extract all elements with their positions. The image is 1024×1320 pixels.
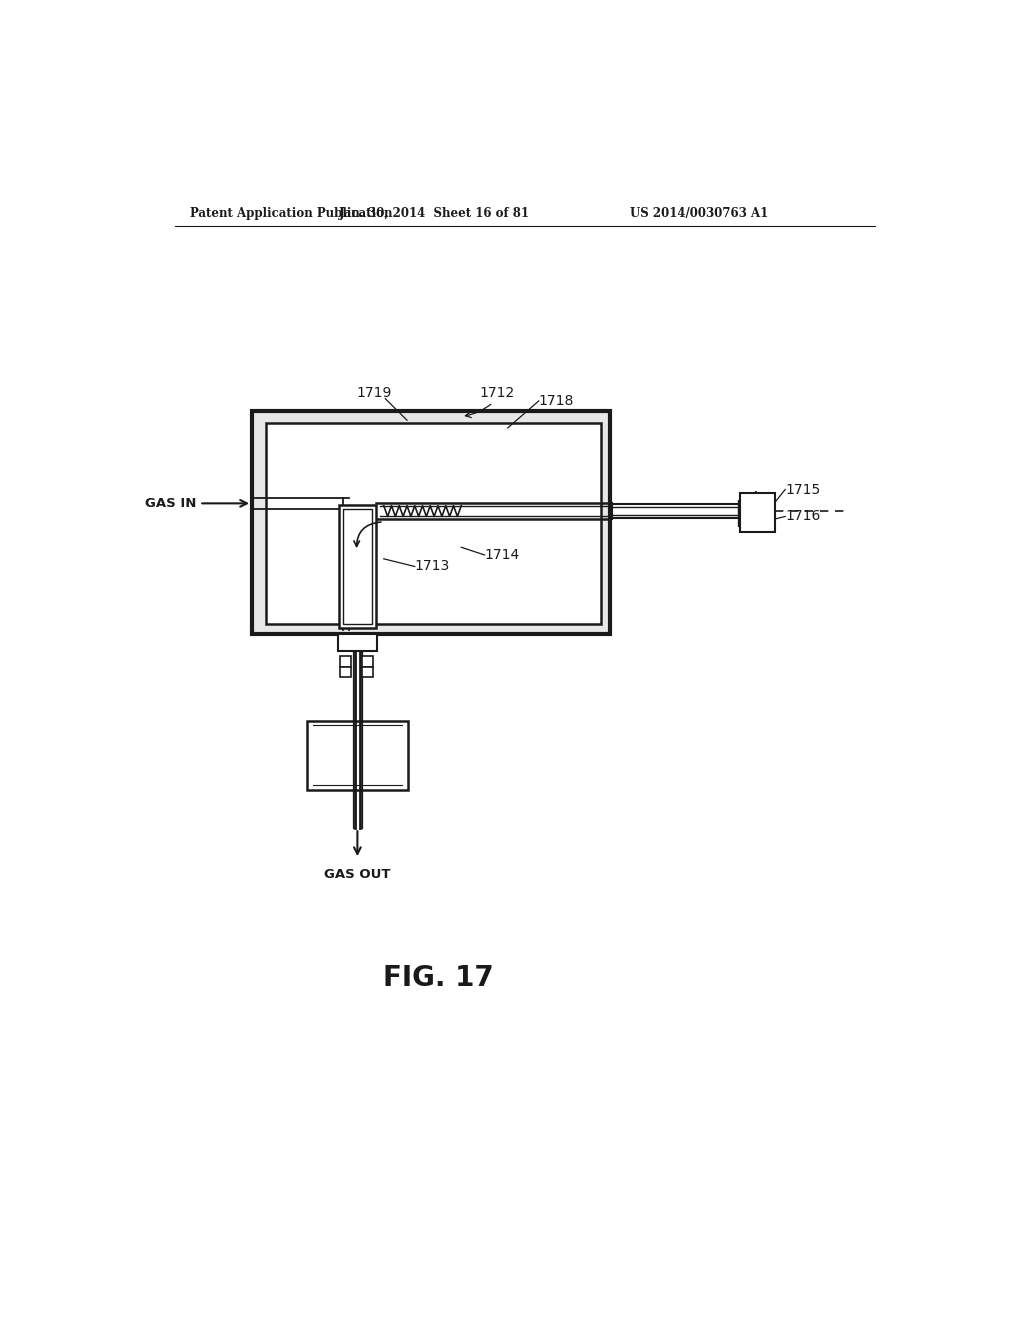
Text: Jan. 30, 2014  Sheet 16 of 81: Jan. 30, 2014 Sheet 16 of 81 (339, 207, 529, 220)
Bar (362, 656, 373, 667)
Bar (338, 635, 377, 651)
Text: 1714: 1714 (484, 548, 520, 562)
Bar (339, 506, 376, 628)
Bar (252, 411, 610, 635)
Text: FIG. 17: FIG. 17 (383, 965, 494, 993)
Bar (343, 508, 372, 624)
Bar (740, 494, 775, 532)
Text: GAS IN: GAS IN (144, 496, 197, 510)
Text: 1716: 1716 (785, 510, 820, 524)
Bar (266, 422, 601, 624)
Text: 1713: 1713 (415, 560, 450, 573)
Text: GAS OUT: GAS OUT (325, 869, 390, 882)
Text: US 2014/0030763 A1: US 2014/0030763 A1 (630, 207, 768, 220)
Bar (362, 667, 373, 677)
Text: 1719: 1719 (356, 387, 392, 400)
Bar (307, 721, 408, 789)
Text: 1712: 1712 (479, 387, 514, 400)
Bar (738, 499, 742, 525)
Text: Patent Application Publication: Patent Application Publication (190, 207, 392, 220)
Bar (340, 667, 351, 677)
Bar (340, 656, 351, 667)
Text: 1718: 1718 (539, 393, 574, 408)
Text: 1715: 1715 (785, 483, 820, 496)
